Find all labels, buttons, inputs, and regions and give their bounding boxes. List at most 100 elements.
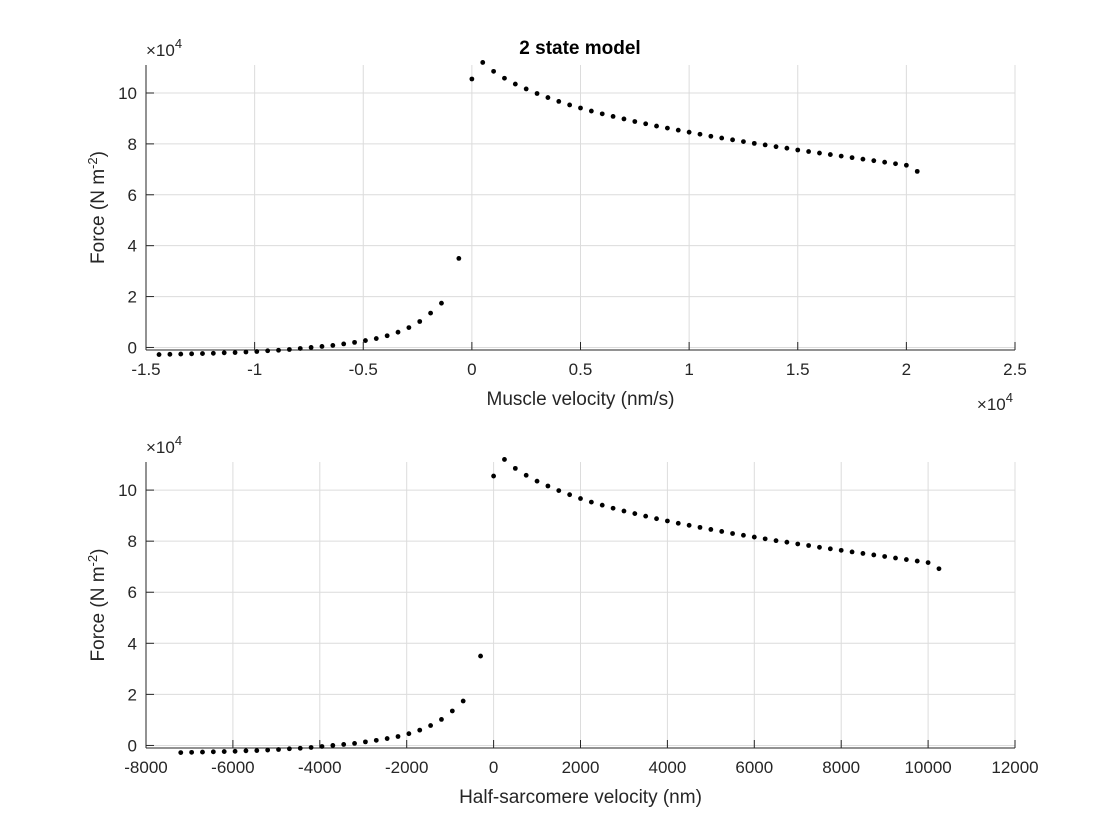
data-point <box>784 145 790 151</box>
data-point <box>330 343 336 348</box>
data-point <box>632 511 638 516</box>
x-axis-label: Half-sarcomere velocity (nm) <box>459 787 702 808</box>
data-point <box>178 351 184 357</box>
x-tick-label: 8000 <box>822 758 860 777</box>
data-point <box>384 333 390 339</box>
data-point <box>417 319 423 324</box>
data-point <box>762 142 768 148</box>
data-point <box>254 349 260 354</box>
data-point <box>265 348 271 354</box>
data-point <box>319 744 325 749</box>
data-point <box>697 524 703 530</box>
data-point <box>838 547 844 553</box>
y-tick-label: 6 <box>128 186 137 205</box>
data-point <box>210 749 216 755</box>
data-point <box>200 351 205 356</box>
data-point <box>395 734 401 739</box>
data-point <box>730 137 735 143</box>
data-point <box>512 465 518 471</box>
data-point <box>817 544 822 550</box>
y-tick-label: 4 <box>128 634 137 653</box>
data-point <box>567 102 573 108</box>
data-point <box>491 473 496 479</box>
x-tick-label: 12000 <box>991 758 1038 777</box>
y-tick-label: 4 <box>128 237 137 256</box>
data-point <box>276 747 281 752</box>
data-point <box>610 114 616 119</box>
data-point <box>523 86 529 92</box>
data-point <box>276 347 281 353</box>
data-point <box>556 488 562 493</box>
x-tick-label: -2000 <box>385 758 428 777</box>
x-tick-label: 10000 <box>904 758 951 777</box>
axes-muscle-velocity: -1.5 -1 -0.5 0 0.5 1 1.5 2 2.50246810×104×104Mus… <box>85 36 1027 414</box>
x-exponent-power: 4 <box>1006 390 1013 405</box>
data-point <box>588 499 594 505</box>
data-point <box>221 749 227 754</box>
data-point <box>893 161 898 167</box>
data-point <box>675 520 681 526</box>
data-point <box>610 505 616 511</box>
x-tick-label: 0.5 <box>569 360 593 379</box>
data-point <box>330 743 336 748</box>
data-point <box>254 748 260 753</box>
data-point <box>665 518 670 524</box>
data-point <box>156 352 162 357</box>
x-tick-label: -1 <box>247 360 262 379</box>
data-point <box>697 131 703 137</box>
y-tick-label: 8 <box>128 135 137 154</box>
y-tick-label: 10 <box>118 84 137 103</box>
data-point <box>882 159 888 165</box>
data-point <box>469 76 475 82</box>
data-point <box>545 95 551 100</box>
data-point <box>708 527 714 532</box>
data-point <box>221 350 227 356</box>
x-tick-label: 6000 <box>735 758 773 777</box>
y-tick-label: 0 <box>128 736 137 755</box>
data-point <box>588 108 594 114</box>
data-point <box>341 742 347 747</box>
data-point <box>200 749 205 755</box>
data-point <box>308 345 314 350</box>
data-point <box>773 144 779 150</box>
data-point <box>730 531 735 536</box>
data-point <box>363 739 368 745</box>
data-point <box>654 123 659 129</box>
data-point <box>373 737 379 743</box>
data-point <box>167 351 173 357</box>
data-point <box>243 349 249 355</box>
data-point <box>936 566 942 572</box>
data-point <box>849 549 855 555</box>
data-point <box>675 127 681 133</box>
data-point <box>352 339 357 345</box>
data-point <box>502 75 507 81</box>
data-point <box>925 560 931 566</box>
y-tick-label: 10 <box>118 481 137 500</box>
data-point <box>893 555 898 561</box>
data-point <box>599 111 605 117</box>
x-tick-label: 0 <box>489 758 498 777</box>
x-tick-label: -8000 <box>124 758 167 777</box>
data-point <box>741 532 746 538</box>
axes-half-sarcomere-velocity: -8000 -6000 -4000 -2000 0 2000 4000 6000 8000 100… <box>85 433 1039 808</box>
data-point <box>178 750 184 755</box>
data-point <box>784 539 790 545</box>
data-point <box>686 129 692 135</box>
data-point <box>903 162 909 168</box>
x-tick-label: 2 <box>902 360 911 379</box>
data-point <box>817 150 822 156</box>
x-tick-label: -0.5 <box>349 360 378 379</box>
data-point <box>914 168 920 174</box>
x-tick-label: -1.5 <box>131 360 160 379</box>
data-point <box>871 158 877 164</box>
data-point <box>417 727 423 733</box>
data-point <box>860 551 866 556</box>
y-exponent-power: 4 <box>175 433 182 448</box>
y-tick-label: 8 <box>128 532 137 551</box>
data-point <box>578 496 583 501</box>
data-point <box>773 538 779 544</box>
data-point <box>665 125 670 131</box>
data-point <box>534 91 540 96</box>
data-point <box>243 748 249 754</box>
data-point <box>352 741 357 746</box>
